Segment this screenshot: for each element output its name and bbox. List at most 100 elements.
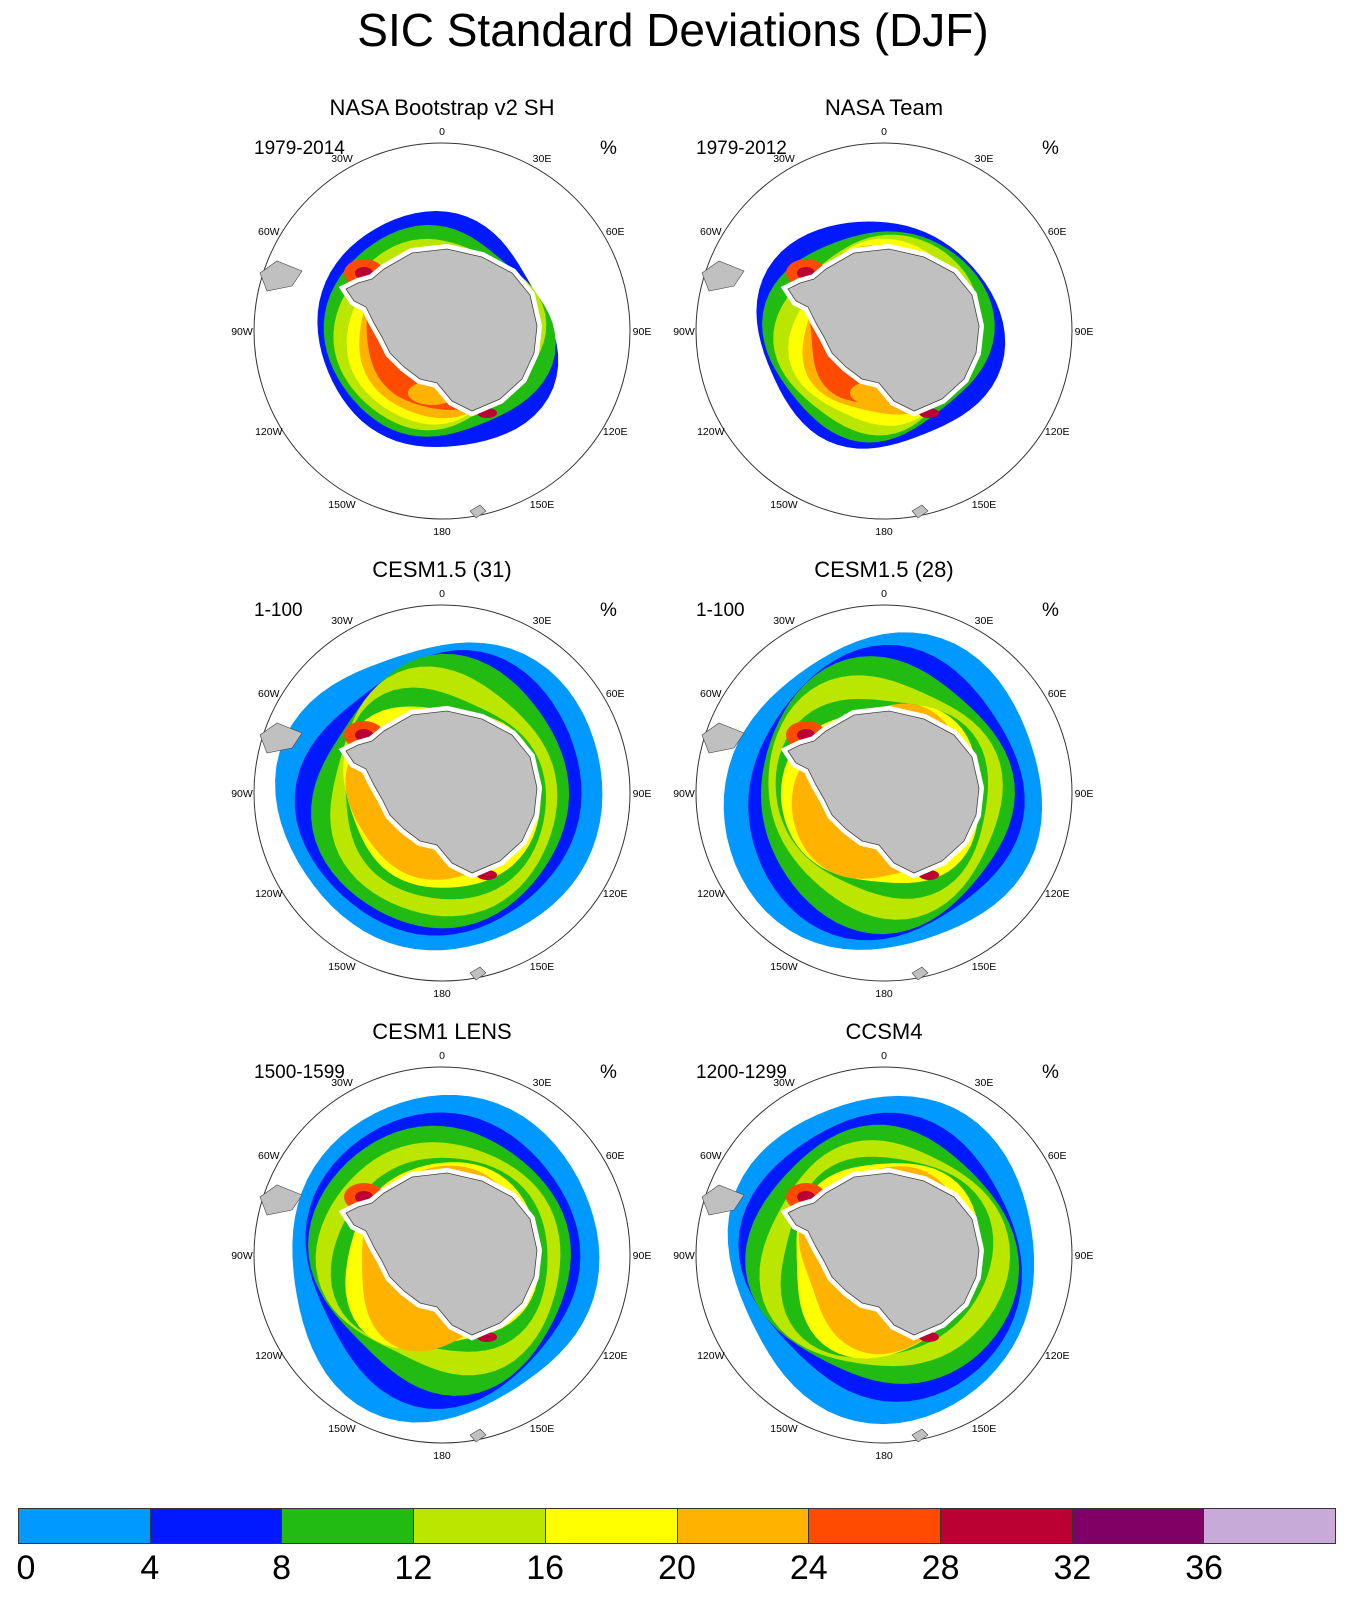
longitude-label: 150E <box>972 499 997 511</box>
new-zealand-land <box>469 966 487 981</box>
panel-period: 1200-1299 <box>696 1062 787 1083</box>
longitude-label: 180 <box>433 1450 451 1462</box>
longitude-label: 0 <box>881 1050 887 1062</box>
longitude-label: 60W <box>258 226 280 238</box>
colorbar-box <box>545 1509 678 1543</box>
longitude-label: 30E <box>975 153 994 165</box>
longitude-label: 90E <box>633 788 652 800</box>
longitude-label: 30E <box>975 615 994 627</box>
longitude-label: 150W <box>328 1423 356 1435</box>
colorbar-tick-label: 0 <box>16 1549 36 1587</box>
map-panel: CCSM4 1200-1299 % 0 30E 60E 90E 120E 150E 180 150W… <box>673 1019 1093 1462</box>
longitude-label: 60E <box>606 226 625 238</box>
longitude-label: 150W <box>770 499 798 511</box>
colorbar-tick-label: 36 <box>1185 1549 1224 1587</box>
longitude-label: 120E <box>603 426 628 438</box>
panel-units: % <box>600 1062 617 1083</box>
colorbar-box <box>282 1509 415 1543</box>
longitude-label: 30E <box>533 153 552 165</box>
longitude-label: 30W <box>331 1077 353 1089</box>
south-america-land <box>259 260 303 292</box>
longitude-label: 30W <box>331 615 353 627</box>
longitude-label: 90W <box>231 788 253 800</box>
panel-period: 1-100 <box>254 600 303 621</box>
longitude-label: 90W <box>673 326 695 338</box>
longitude-label: 150E <box>972 1423 997 1435</box>
longitude-label: 30E <box>533 1077 552 1089</box>
antarctica-land <box>345 710 538 874</box>
longitude-label: 120W <box>255 1350 283 1362</box>
longitude-label: 90W <box>231 326 253 338</box>
longitude-label: 60E <box>1048 1150 1067 1162</box>
antarctica-land <box>345 1172 538 1336</box>
panel-units: % <box>1042 1062 1059 1083</box>
panel-units: % <box>600 600 617 621</box>
longitude-label: 90E <box>1075 1250 1094 1262</box>
panel-title: CCSM4 <box>845 1019 922 1044</box>
longitude-label: 120W <box>255 426 283 438</box>
longitude-label: 60E <box>606 688 625 700</box>
figure-title: SIC Standard Deviations (DJF) <box>357 4 989 56</box>
polar-maps: NASA Bootstrap v2 SH 1979-2014 % 0 30E 60E 90E… <box>231 95 1093 1462</box>
map-panel: CESM1.5 (28) 1-100 % 0 30E 60E 90E 120E 150E 180 1… <box>673 557 1093 1000</box>
panel-period: 1-100 <box>696 600 745 621</box>
colorbar-box <box>809 1509 941 1543</box>
longitude-label: 60W <box>700 1150 722 1162</box>
map-panel: CESM1.5 (31) 1-100 % 0 30E 60E 90E 120E 150E 180 1… <box>231 557 651 1000</box>
colorbar-labels: 0 4 8 12 16 20 24 28 32 36 <box>0 1548 1346 1598</box>
colorbar-box <box>1072 1509 1205 1543</box>
panel-title: NASA Team <box>825 95 943 120</box>
map-panel: NASA Bootstrap v2 SH 1979-2014 % 0 30E 60E 90E… <box>231 95 651 538</box>
new-zealand-land <box>911 504 929 519</box>
longitude-label: 180 <box>875 988 893 1000</box>
colorbar-box <box>677 1509 810 1543</box>
panel-title: CESM1.5 (31) <box>372 557 511 582</box>
longitude-label: 90E <box>1075 326 1094 338</box>
longitude-label: 60W <box>700 226 722 238</box>
new-zealand-land <box>911 1428 929 1443</box>
longitude-label: 180 <box>875 526 893 538</box>
colorbar-box <box>1204 1509 1336 1543</box>
longitude-label: 0 <box>881 126 887 138</box>
longitude-label: 120W <box>255 888 283 900</box>
longitude-label: 0 <box>881 588 887 600</box>
colorbar-box <box>414 1509 546 1543</box>
longitude-label: 120E <box>1045 888 1070 900</box>
panel-units: % <box>1042 138 1059 159</box>
longitude-label: 150W <box>770 1423 798 1435</box>
longitude-label: 150E <box>972 961 997 973</box>
panel-units: % <box>600 138 617 159</box>
longitude-label: 120E <box>603 888 628 900</box>
panel-title: CESM1 LENS <box>372 1019 511 1044</box>
longitude-label: 30E <box>533 615 552 627</box>
longitude-label: 180 <box>433 526 451 538</box>
longitude-label: 60W <box>700 688 722 700</box>
colorbar-tick-label: 16 <box>526 1549 565 1587</box>
south-america-land <box>701 1184 745 1216</box>
map-panel: CESM1 LENS 1500-1599 % 0 30E 60E 90E 120E 150E 18… <box>231 1019 651 1462</box>
new-zealand-land <box>469 504 487 519</box>
longitude-label: 120E <box>603 1350 628 1362</box>
south-america-land <box>701 722 745 754</box>
longitude-label: 60E <box>1048 688 1067 700</box>
antarctica-land <box>345 248 538 412</box>
longitude-label: 90W <box>231 1250 253 1262</box>
panel-title: CESM1.5 (28) <box>814 557 953 582</box>
colorbar-tick-label: 12 <box>394 1549 433 1587</box>
map-panel: NASA Team 1979-2012 % 0 30E 60E 90E 120E 150E 180… <box>673 95 1093 538</box>
longitude-label: 150W <box>328 961 356 973</box>
longitude-label: 0 <box>439 588 445 600</box>
longitude-label: 120W <box>697 426 725 438</box>
longitude-label: 0 <box>439 1050 445 1062</box>
longitude-label: 120E <box>1045 426 1070 438</box>
colorbar <box>18 1508 1336 1544</box>
panel-period: 1979-2014 <box>254 138 345 159</box>
longitude-label: 150E <box>530 1423 555 1435</box>
longitude-label: 180 <box>875 1450 893 1462</box>
new-zealand-land <box>469 1428 487 1443</box>
longitude-label: 120W <box>697 1350 725 1362</box>
south-america-land <box>259 1184 303 1216</box>
longitude-label: 120W <box>697 888 725 900</box>
longitude-label: 120E <box>1045 1350 1070 1362</box>
longitude-label: 90E <box>633 1250 652 1262</box>
